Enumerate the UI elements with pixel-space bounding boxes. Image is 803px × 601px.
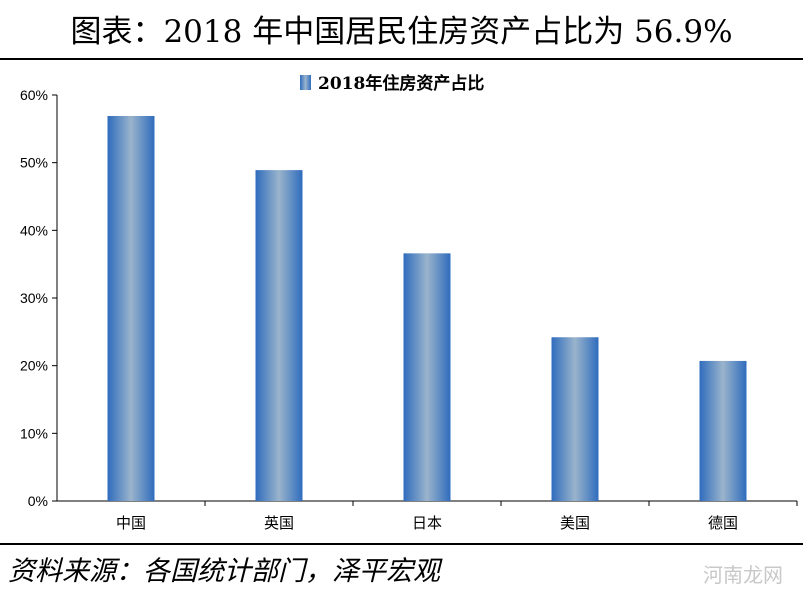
chart-bars [107, 115, 747, 502]
chart-legend: 2018年住房资产占比 [300, 73, 484, 94]
y-tick-label: 50% [20, 155, 48, 171]
x-tick-label: 中国 [116, 514, 146, 532]
bar-1 [255, 170, 303, 502]
x-tick-label: 德国 [708, 514, 738, 532]
page-title: 图表：2018 年中国居民住房资产占比为 56.9% [70, 14, 733, 50]
footer-divider [0, 543, 803, 545]
x-axis-labels: 中国 英国 日本 美国 德国 [116, 514, 738, 532]
bar-3 [551, 337, 599, 501]
y-tick-label: 20% [20, 358, 48, 374]
y-tick-label: 60% [20, 87, 48, 103]
title-divider [0, 58, 803, 60]
y-tick-label: 0% [28, 493, 48, 509]
bar-chart: 2018年住房资产占比 0% 10% 20% 30% 40% 50% 60% 中国 英国 日本 美… [20, 73, 798, 532]
x-tick-label: 美国 [560, 514, 590, 532]
bar-2 [403, 253, 451, 501]
source-note: 资料来源：各国统计部门，泽平宏观 [8, 556, 440, 587]
watermark-text: 河南龙网 [703, 563, 783, 587]
y-tick-label: 30% [20, 290, 48, 306]
y-axis-ticks: 0% 10% 20% 30% 40% 50% 60% [20, 87, 57, 509]
legend-label: 2018年住房资产占比 [318, 73, 484, 94]
x-tick-label: 英国 [264, 514, 294, 532]
bar-4 [699, 360, 747, 501]
legend-swatch [300, 75, 311, 90]
bar-0 [107, 115, 155, 501]
y-tick-label: 10% [20, 425, 48, 441]
x-tick-label: 日本 [412, 514, 442, 532]
y-tick-label: 40% [20, 222, 48, 238]
